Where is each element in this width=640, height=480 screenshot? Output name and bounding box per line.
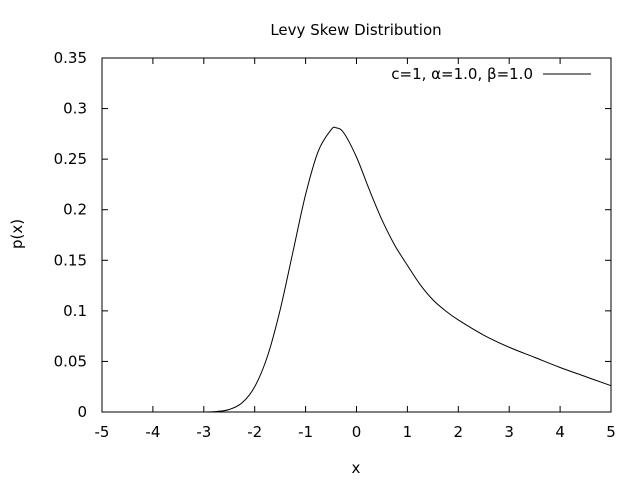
x-tick-label: -3 (196, 423, 211, 441)
y-tick-label: 0.15 (54, 251, 87, 269)
y-tick-label: 0.05 (54, 352, 87, 370)
x-tick-label: 1 (403, 423, 413, 441)
x-tick-label: -1 (298, 423, 313, 441)
x-tick-label: 5 (606, 423, 616, 441)
legend-label: c=1, α=1.0, β=1.0 (391, 65, 533, 83)
y-tick-label: 0.3 (63, 100, 87, 118)
x-tick-label: 2 (454, 423, 464, 441)
x-tick-label: -5 (95, 423, 110, 441)
ticks-layer: -5 -4 -3 -2 -1 0 1 2 3 4 5 0 0.05 0.1 0.15 0.2 0.25 0.3 0.… (54, 49, 616, 441)
y-tick-label: 0.35 (54, 49, 87, 67)
x-axis-label: x (352, 459, 361, 477)
x-tick-label: 3 (504, 423, 514, 441)
y-tick-label: 0 (77, 403, 87, 421)
legend: c=1, α=1.0, β=1.0 (391, 65, 591, 83)
x-tick-label: 4 (555, 423, 565, 441)
series-layer (102, 126, 612, 413)
y-tick-label: 0.2 (63, 201, 87, 219)
x-tick-label: -4 (145, 423, 160, 441)
x-tick-label: -2 (247, 423, 262, 441)
chart-title: Levy Skew Distribution (270, 21, 441, 39)
x-tick-label: 0 (352, 423, 362, 441)
y-tick-label: 0.25 (54, 150, 87, 168)
y-tick-label: 0.1 (63, 302, 87, 320)
series-line (102, 126, 612, 413)
y-axis-label: p(x) (8, 219, 26, 249)
